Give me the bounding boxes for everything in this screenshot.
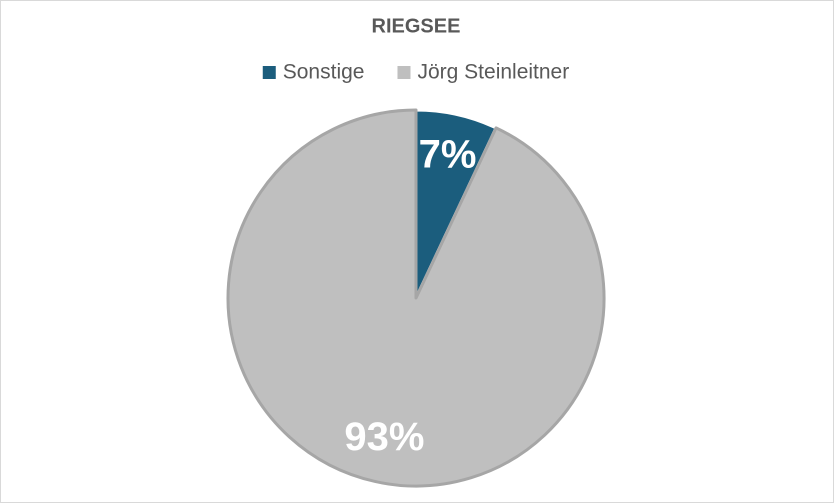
legend-label: Jörg Steinleitner bbox=[417, 61, 569, 84]
pie-slice bbox=[226, 108, 606, 488]
legend-swatch bbox=[262, 66, 276, 79]
data-label: 7% bbox=[419, 132, 477, 176]
legend-label: Sonstige bbox=[283, 61, 365, 84]
legend-swatch bbox=[397, 66, 411, 79]
data-label: 93% bbox=[344, 415, 424, 459]
chart-title: RIEGSEE bbox=[372, 15, 461, 37]
